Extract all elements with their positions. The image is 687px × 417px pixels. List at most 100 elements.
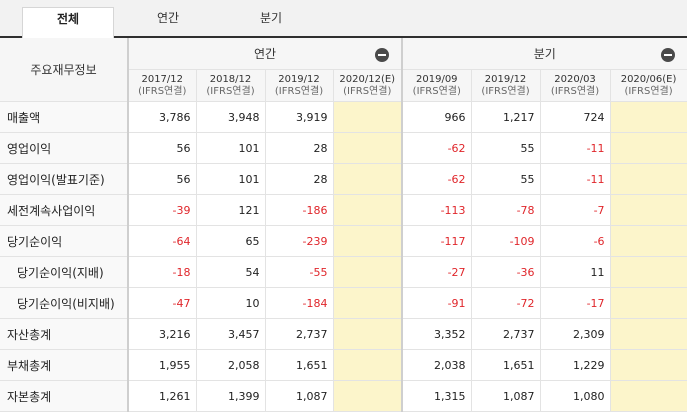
row-label[interactable]: 당기순이익(지배) [0,256,129,288]
value-cell: 1,399 [196,380,266,412]
value-cell: -62 [402,163,472,195]
value-cell: -113 [402,194,472,226]
table-row: 매출액 3,786 3,948 3,919 966 1,217 724 [0,101,687,133]
estimate-cell [610,256,687,288]
value-cell: 65 [196,225,266,257]
period-header: 2018/12 (IFRS연결) [196,69,266,102]
value-cell: 1,229 [540,349,611,381]
value-cell: -78 [471,194,541,226]
period-date: 2020/12(E) [339,73,396,85]
value-cell: -11 [540,163,611,195]
estimate-cell [333,163,404,195]
tab-annual[interactable]: 연간 [156,11,180,25]
period-basis: (IFRS연결) [138,85,187,97]
period-date: 2019/12 [484,73,527,85]
value-cell: -47 [128,287,197,319]
tab-all[interactable]: 전체 [22,7,114,38]
estimate-cell [610,194,687,226]
value-cell: -39 [128,194,197,226]
value-cell: 10 [196,287,266,319]
table-body: 매출액 3,786 3,948 3,919 966 1,217 724 영업이익 56 101 28… [0,101,687,412]
estimate-cell [333,380,404,412]
period-header: 2017/12 (IFRS연결) [128,69,197,102]
group-header-quarterly: 분기 [402,38,687,70]
estimate-cell [610,287,687,319]
value-cell: 55 [471,132,541,164]
value-cell: 966 [402,101,472,133]
value-cell: 11 [540,256,611,288]
value-cell: -7 [540,194,611,226]
tab-quarterly[interactable]: 분기 [259,11,283,25]
value-cell: 3,919 [265,101,334,133]
value-cell: -64 [128,225,197,257]
value-cell: 3,352 [402,318,472,350]
value-cell: 2,737 [471,318,541,350]
period-date: 2020/06(E) [620,73,677,85]
row-label[interactable]: 세전계속사업이익 [0,194,129,226]
period-basis: (IFRS연결) [481,85,530,97]
row-label[interactable]: 자산총계 [0,318,129,350]
value-cell: -184 [265,287,334,319]
estimate-cell [610,318,687,350]
period-header: 2019/09 (IFRS연결) [402,69,472,102]
value-cell: -17 [540,287,611,319]
estimate-cell [610,349,687,381]
estimate-cell [610,101,687,133]
minus-circle-icon[interactable] [660,48,675,62]
period-basis: (IFRS연결) [624,85,673,97]
value-cell: 1,651 [265,349,334,381]
period-header: 2020/12(E) (IFRS연결) [333,69,404,102]
value-cell: 1,087 [471,380,541,412]
value-cell: -62 [402,132,472,164]
minus-circle-icon[interactable] [375,48,390,62]
period-header: 2019/12 (IFRS연결) [265,69,334,102]
table-row: 영업이익(발표기준) 56 101 28 -62 55 -11 [0,163,687,195]
value-cell: 3,948 [196,101,266,133]
table-row: 세전계속사업이익 -39 121 -186 -113 -78 -7 [0,194,687,226]
row-label[interactable]: 매출액 [0,101,129,133]
row-header-title: 주요재무정보 [0,38,129,102]
value-cell: -36 [471,256,541,288]
period-header-row: 2017/12 (IFRS연결) 2018/12 (IFRS연결) 2019/12 (IF… [0,69,687,102]
value-cell: 3,786 [128,101,197,133]
table-row: 부채총계 1,955 2,058 1,651 2,038 1,651 1,229 [0,349,687,381]
value-cell: -117 [402,225,472,257]
value-cell: 28 [265,163,334,195]
group-header-annual: 연간 [128,38,404,70]
row-label[interactable]: 영업이익(발표기준) [0,163,129,195]
value-cell: 55 [471,163,541,195]
estimate-cell [333,225,404,257]
value-cell: 1,651 [471,349,541,381]
value-cell: -91 [402,287,472,319]
value-cell: 2,038 [402,349,472,381]
estimate-cell [333,318,404,350]
period-basis: (IFRS연결) [343,85,392,97]
value-cell: 3,457 [196,318,266,350]
value-cell: 1,087 [265,380,334,412]
value-cell: 724 [540,101,611,133]
period-header: 2019/12 (IFRS연결) [471,69,541,102]
row-label[interactable]: 자본총계 [0,380,129,412]
row-label[interactable]: 부채총계 [0,349,129,381]
estimate-cell [610,225,687,257]
period-basis: (IFRS연결) [412,85,461,97]
row-label[interactable]: 당기순이익 [0,225,129,257]
value-cell: 3,216 [128,318,197,350]
value-cell: -72 [471,287,541,319]
value-cell: -6 [540,225,611,257]
value-cell: -239 [265,225,334,257]
group-label-quarterly: 분기 [533,47,556,61]
row-label[interactable]: 영업이익 [0,132,129,164]
value-cell: -18 [128,256,197,288]
value-cell: 101 [196,132,266,164]
value-cell: -27 [402,256,472,288]
value-cell: -55 [265,256,334,288]
value-cell: 2,058 [196,349,266,381]
period-basis: (IFRS연결) [550,85,600,97]
tab-bar: 전체 연간 분기 [0,0,687,38]
value-cell: 1,080 [540,380,611,412]
period-date: 2020/03 [554,73,596,85]
table-row: 영업이익 56 101 28 -62 55 -11 [0,132,687,164]
row-label[interactable]: 당기순이익(비지배) [0,287,129,319]
period-basis: (IFRS연결) [274,85,324,97]
